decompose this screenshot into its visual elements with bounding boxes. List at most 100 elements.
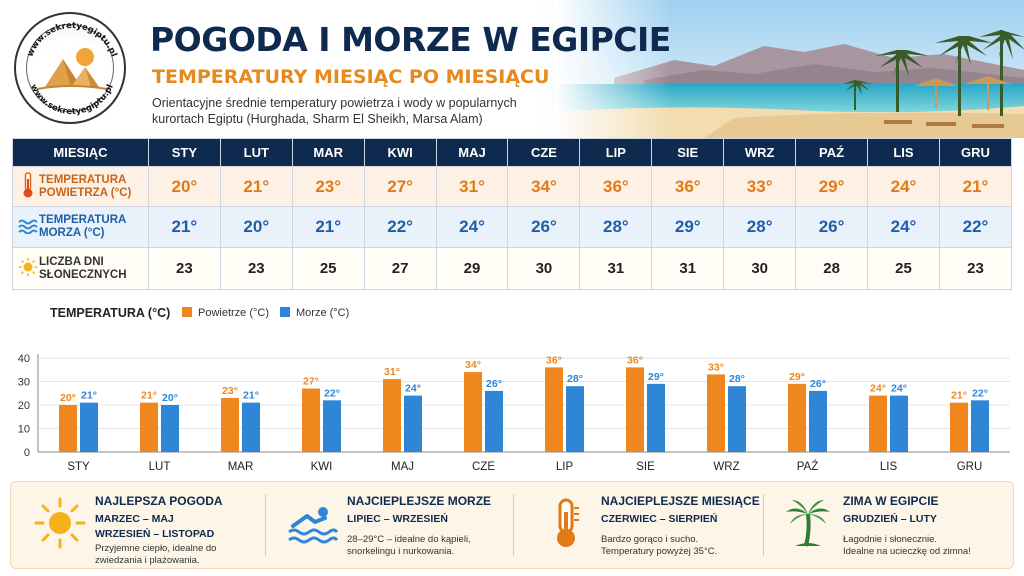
- sea-value-cell: 28°: [723, 206, 797, 248]
- card-description-line1: Bardzo gorąco i sucho.: [601, 534, 699, 545]
- card-description: Łagodnie i słonecznie. Idealne na ucieczk…: [843, 534, 971, 558]
- info-card-winter: ZIMA W EGIPCIE GRUDZIEŃ – LUTY Łagodnie …: [781, 490, 1001, 562]
- header-month-10: LIS: [867, 138, 940, 167]
- table-row-sunny-days: LICZBA DNI SŁONECZNYCH 23 23 25 27 29 30 31 31 30…: [12, 247, 1013, 290]
- bar-sea: [890, 395, 908, 452]
- data-label-air: 36°: [546, 354, 562, 366]
- row-label-air-line1: TEMPERATURA: [39, 173, 127, 186]
- climate-table: MIESIĄC STY LUT MAR KWI MAJ CZE LIP SIE WRZ PAŹ LI…: [12, 138, 1013, 290]
- header-month-8: WRZ: [723, 138, 797, 167]
- row-label-sea: TEMPERATURA MORZA (°C): [12, 206, 149, 248]
- air-value-cell: 29°: [795, 166, 869, 207]
- card-period: LIPIEC – WRZESIEŃ: [347, 513, 448, 525]
- sun-value-cell: 23: [938, 247, 1013, 290]
- data-label-sea: 24°: [891, 383, 907, 395]
- page-description: Orientacyjne średnie temperatury powietr…: [152, 95, 552, 127]
- bar-air: [464, 372, 482, 452]
- bar-sea: [971, 400, 989, 452]
- data-label-air: 23°: [222, 385, 238, 397]
- data-label-sea: 28°: [567, 373, 583, 385]
- bar-sea: [647, 383, 665, 452]
- data-label-sea: 21°: [243, 390, 259, 402]
- data-label-sea: 26°: [486, 378, 502, 390]
- card-description: Przyjemne ciepło, idealne do zwiedzania i…: [95, 543, 216, 567]
- card-period-line2: WRZESIEŃ – LISTOPAD: [95, 528, 215, 540]
- card-period-line1: MARZEC – MAJ: [95, 513, 174, 525]
- bar-sea: [242, 402, 260, 452]
- bar-air: [221, 397, 239, 452]
- svg-text:www.sekretyegiptu.pl: www.sekretyegiptu.pl: [28, 83, 116, 117]
- info-footer: NAJLEPSZA POGODA MARZEC – MAJ WRZESIEŃ – …: [10, 481, 1014, 569]
- air-value-cell: 33°: [723, 166, 797, 207]
- bar-sea: [728, 386, 746, 452]
- table-header-row: MIESIĄC STY LUT MAR KWI MAJ CZE LIP SIE WRZ PAŹ LI…: [12, 138, 1013, 167]
- swimmer-icon: [288, 507, 339, 544]
- waves-icon: [17, 218, 39, 237]
- sun-value-cell: 28: [795, 247, 869, 290]
- x-tick-label: MAR: [228, 461, 254, 473]
- row-label-sea-line1: TEMPERATURA: [39, 214, 127, 226]
- y-tick-label: 0: [24, 447, 30, 459]
- card-title: NAJCIEPLEJSZE MORZE: [347, 494, 492, 508]
- data-label-sea: 20°: [162, 392, 178, 404]
- y-tick-label: 40: [18, 353, 30, 365]
- data-label-sea: 24°: [405, 383, 421, 395]
- data-label-air: 21°: [951, 390, 967, 402]
- info-card-warmest-sea: NAJCIEPLEJSZE MORZE LIPIEC – WRZESIEŃ 28…: [285, 490, 505, 562]
- data-label-air: 24°: [870, 383, 886, 395]
- sea-value-cell: 26°: [795, 206, 869, 248]
- air-value-cell: 34°: [507, 166, 581, 207]
- legend-item-sea: Morze (°C): [280, 307, 349, 319]
- page-subtitle: TEMPERATURY MIESIĄC PO MIESIĄCU: [152, 66, 550, 88]
- bar-air: [950, 402, 968, 452]
- y-tick-label: 30: [18, 377, 30, 389]
- site-logo[interactable]: www.sekretyegiptu.pl www.sekretyegiptu.p…: [14, 12, 126, 124]
- logo-pyramids-emblem: [26, 24, 114, 112]
- beach-scene-image: [554, 0, 1024, 138]
- y-tick-label: 20: [18, 400, 30, 412]
- sun-value-cell: 25: [291, 247, 365, 290]
- legend-swatch-sea: [280, 307, 290, 317]
- data-label-air: 36°: [627, 354, 643, 366]
- footer-divider: [265, 494, 266, 556]
- hero-banner: www.sekretyegiptu.pl www.sekretyegiptu.p…: [0, 0, 1024, 138]
- bar-sea: [323, 400, 341, 452]
- data-label-air: 31°: [384, 366, 400, 378]
- description-line-2: kurortach Egiptu (Hurghada, Sharm El She…: [152, 112, 483, 126]
- thermometer-icon: [17, 171, 39, 202]
- data-label-air: 33°: [708, 361, 724, 373]
- bar-sea: [485, 390, 503, 452]
- card-description-line2: Idealne na ucieczkę od zimna!: [843, 546, 971, 557]
- sea-value-cell: 21°: [147, 206, 221, 248]
- row-label-air-line2: POWIETRZA (°C): [39, 186, 132, 199]
- bar-sea: [809, 390, 827, 452]
- header-month-4: MAJ: [435, 138, 509, 167]
- data-label-sea: 21°: [81, 390, 97, 402]
- footer-divider: [513, 494, 514, 556]
- sun-value-cell: 25: [867, 247, 940, 290]
- data-label-air: 34°: [465, 359, 481, 371]
- legend-swatch-air: [182, 307, 192, 317]
- data-label-sea: 22°: [972, 387, 988, 399]
- card-description: 28–29°C – idealne do kąpieli, snorkelingu…: [347, 534, 471, 558]
- sea-value-cell: 24°: [435, 206, 509, 248]
- card-period: GRUDZIEŃ – LUTY: [843, 513, 937, 525]
- table-row-sea-temperature: TEMPERATURA MORZA (°C) 21° 20° 21° 22° 24° 26°…: [12, 206, 1013, 248]
- card-title: NAJCIEPLEJSZE MIESIĄCE: [601, 494, 760, 508]
- sea-value-cell: 20°: [219, 206, 293, 248]
- bar-sea: [566, 386, 584, 452]
- header-month-3: KWI: [363, 138, 437, 167]
- data-label-sea: 26°: [810, 378, 826, 390]
- bar-sea: [161, 405, 179, 452]
- x-tick-label: LIS: [880, 461, 898, 473]
- header-month-0: STY: [147, 138, 221, 167]
- legend-label-sea: Morze (°C): [296, 307, 350, 319]
- legend-item-air: Powietrze (°C): [182, 307, 269, 319]
- x-tick-label: KWI: [311, 461, 333, 473]
- header-month-7: SIE: [651, 138, 725, 167]
- info-card-warmest-months: NAJCIEPLEJSZE MIESIĄCE CZERWIEC – SIERPI…: [539, 490, 760, 562]
- sea-value-cell: 21°: [291, 206, 365, 248]
- air-value-cell: 27°: [363, 166, 437, 207]
- x-tick-label: STY: [67, 461, 90, 473]
- card-period: MARZEC – MAJ WRZESIEŃ – LISTOPAD: [95, 512, 214, 542]
